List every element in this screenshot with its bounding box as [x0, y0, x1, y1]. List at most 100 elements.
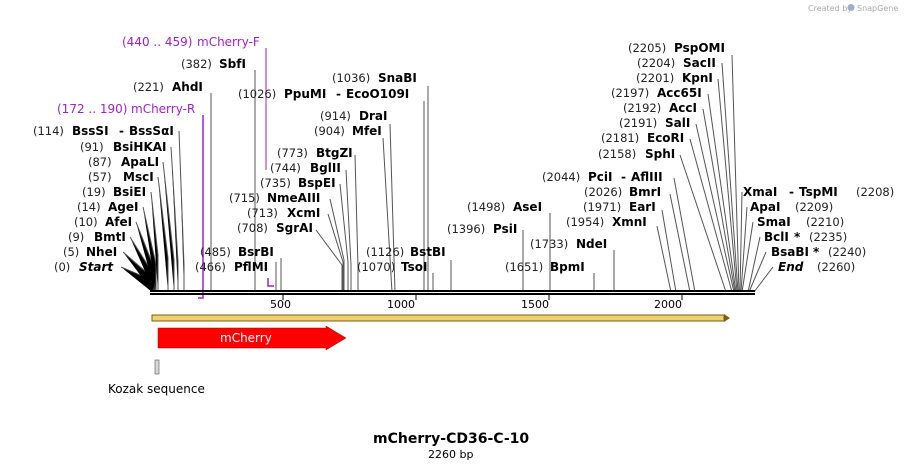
site-name-pflmi[interactable]: PflMI [234, 260, 268, 274]
site-name-xmni[interactable]: XmnI [612, 215, 647, 229]
site-name-ahdi[interactable]: AhdI [172, 80, 203, 94]
site-name-bspei[interactable]: BspEI [298, 176, 336, 190]
site-name-ecoo109i[interactable]: EcoO109I [346, 87, 409, 101]
ruler-tick-2000: 2000 [654, 298, 682, 311]
site-dash: - [119, 124, 124, 138]
site-pos: (1036) [332, 71, 370, 85]
site-name-drai[interactable]: DraI [359, 109, 387, 123]
ruler-tick-1000: 1000 [387, 298, 415, 311]
snapgene-logo-icon [847, 4, 855, 11]
site-name-bsssi[interactable]: BssSI [72, 124, 109, 138]
site-name-eari[interactable]: EarI [629, 200, 656, 214]
site-name-acci[interactable]: AccI [669, 101, 697, 115]
primer-r-range: (172 .. 190) [57, 102, 127, 116]
site-name-acc65i[interactable]: Acc65I [657, 86, 702, 100]
site-name-bcli[interactable]: BclI [764, 230, 789, 244]
site-pos: (221) [133, 80, 164, 94]
site-pos: (1954) [566, 215, 604, 229]
site-pos: (2240) [828, 245, 866, 259]
site-name-pcii[interactable]: PciI [588, 170, 613, 184]
site-pos: (1396) [447, 222, 485, 236]
site-name-bsabi[interactable]: BsaBI [771, 245, 809, 259]
site-name-tsoi[interactable]: TsoI [401, 260, 427, 274]
site-name-ppumi[interactable]: PpuMI [284, 87, 326, 101]
site-name-pspomi[interactable]: PspOMI [674, 41, 725, 55]
primer-r-name[interactable]: mCherry-R [131, 102, 195, 116]
site-name-start[interactable]: Start [79, 260, 114, 274]
site-name-smai[interactable]: SmaI [757, 215, 791, 229]
kozak-label: Kozak sequence [108, 382, 205, 396]
orf-bar [151, 314, 730, 322]
primer-f-range: (440 .. 459) [122, 35, 192, 49]
site-pos: (0) [54, 260, 70, 274]
site-name-sbfi[interactable]: SbfI [219, 57, 246, 71]
site-name-btgzi[interactable]: BtgZI [316, 146, 353, 160]
site-name-sgrai[interactable]: SgrAI [276, 221, 313, 235]
site-name-sphi[interactable]: SphI [645, 147, 675, 161]
plasmid-length: 2260 bp [428, 448, 473, 461]
site-name-sacii[interactable]: SacII [683, 56, 716, 70]
site-pos: (2044) [542, 170, 580, 184]
credit-text: Created by [808, 4, 852, 13]
site-name-ecori[interactable]: EcoRI [647, 131, 684, 145]
site-name-nhei[interactable]: NheI [86, 245, 117, 259]
site-name-bsihkai[interactable]: BsiHKAI [113, 140, 167, 154]
site-name-asei[interactable]: AseI [513, 200, 542, 214]
site-dash: - [336, 87, 341, 101]
site-pos: (2208) [856, 185, 894, 199]
site-pos: (914) [320, 109, 351, 123]
site-name-mfei[interactable]: MfeI [352, 124, 382, 138]
site-pos: (1126) [366, 245, 404, 259]
credit-brand: SnapGene [857, 4, 898, 13]
site-pos: (382) [181, 57, 212, 71]
site-name-psii[interactable]: PsiI [493, 222, 517, 236]
site-pos: (87) [88, 155, 112, 169]
site-name-apali[interactable]: ApaLI [121, 155, 159, 169]
site-name-bsssai[interactable]: BssSαI [129, 124, 174, 138]
site-name-msci[interactable]: MscI [123, 170, 154, 184]
mcherry-feature-label: mCherry [220, 331, 272, 345]
site-name-tspmi[interactable]: TspMI [799, 185, 838, 199]
site-name-bmri[interactable]: BmrI [629, 185, 661, 199]
site-pos: (2201) [636, 71, 674, 85]
site-name-snabi[interactable]: SnaBI [378, 71, 417, 85]
primer-f-name[interactable]: mCherry-F [197, 35, 260, 49]
site-pos: (744) [270, 161, 301, 175]
site-pos: (715) [229, 191, 260, 205]
site-name-afliii[interactable]: AflIII [631, 170, 663, 184]
site-pos: (1971) [583, 200, 621, 214]
site-name-agei[interactable]: AgeI [108, 200, 138, 214]
site-pos: (14) [77, 200, 101, 214]
site-name-xmai[interactable]: XmaI [743, 185, 777, 199]
methylation-star: * [813, 245, 820, 259]
site-name-apai[interactable]: ApaI [750, 200, 780, 214]
site-pos: (485) [200, 245, 231, 259]
site-pos: (466) [195, 260, 226, 274]
kozak-marker[interactable] [154, 359, 160, 375]
site-name-ndei[interactable]: NdeI [576, 237, 607, 251]
site-pos: (2191) [619, 116, 657, 130]
mcherry-feature[interactable]: mCherry [157, 325, 347, 351]
site-name-kpni[interactable]: KpnI [682, 71, 713, 85]
methylation-star: * [794, 230, 801, 244]
site-name-bpmi[interactable]: BpmI [550, 260, 585, 274]
site-pos: (2026) [584, 185, 622, 199]
site-name-bmti[interactable]: BmtI [94, 230, 126, 244]
site-pos: (91) [80, 140, 104, 154]
site-pos: (1498) [467, 200, 505, 214]
site-dash: - [789, 185, 794, 199]
site-pos: (708) [237, 221, 268, 235]
site-name-bsrbi[interactable]: BsrBI [238, 245, 274, 259]
site-name-nmeaiii[interactable]: NmeAIII [267, 191, 320, 205]
site-name-bsiei[interactable]: BsiEI [113, 185, 146, 199]
site-pos: (2197) [611, 86, 649, 100]
site-pos: (2192) [623, 101, 661, 115]
site-name-afei[interactable]: AfeI [105, 215, 132, 229]
site-name-xcmi[interactable]: XcmI [287, 206, 320, 220]
site-name-bglii[interactable]: BglII [310, 161, 341, 175]
site-name-sali[interactable]: SalI [665, 116, 690, 130]
ruler-tick-500: 500 [270, 298, 291, 311]
site-name-bstbi[interactable]: BstBI [410, 245, 446, 259]
site-name-end[interactable]: End [778, 260, 804, 274]
site-dash: - [621, 170, 626, 184]
